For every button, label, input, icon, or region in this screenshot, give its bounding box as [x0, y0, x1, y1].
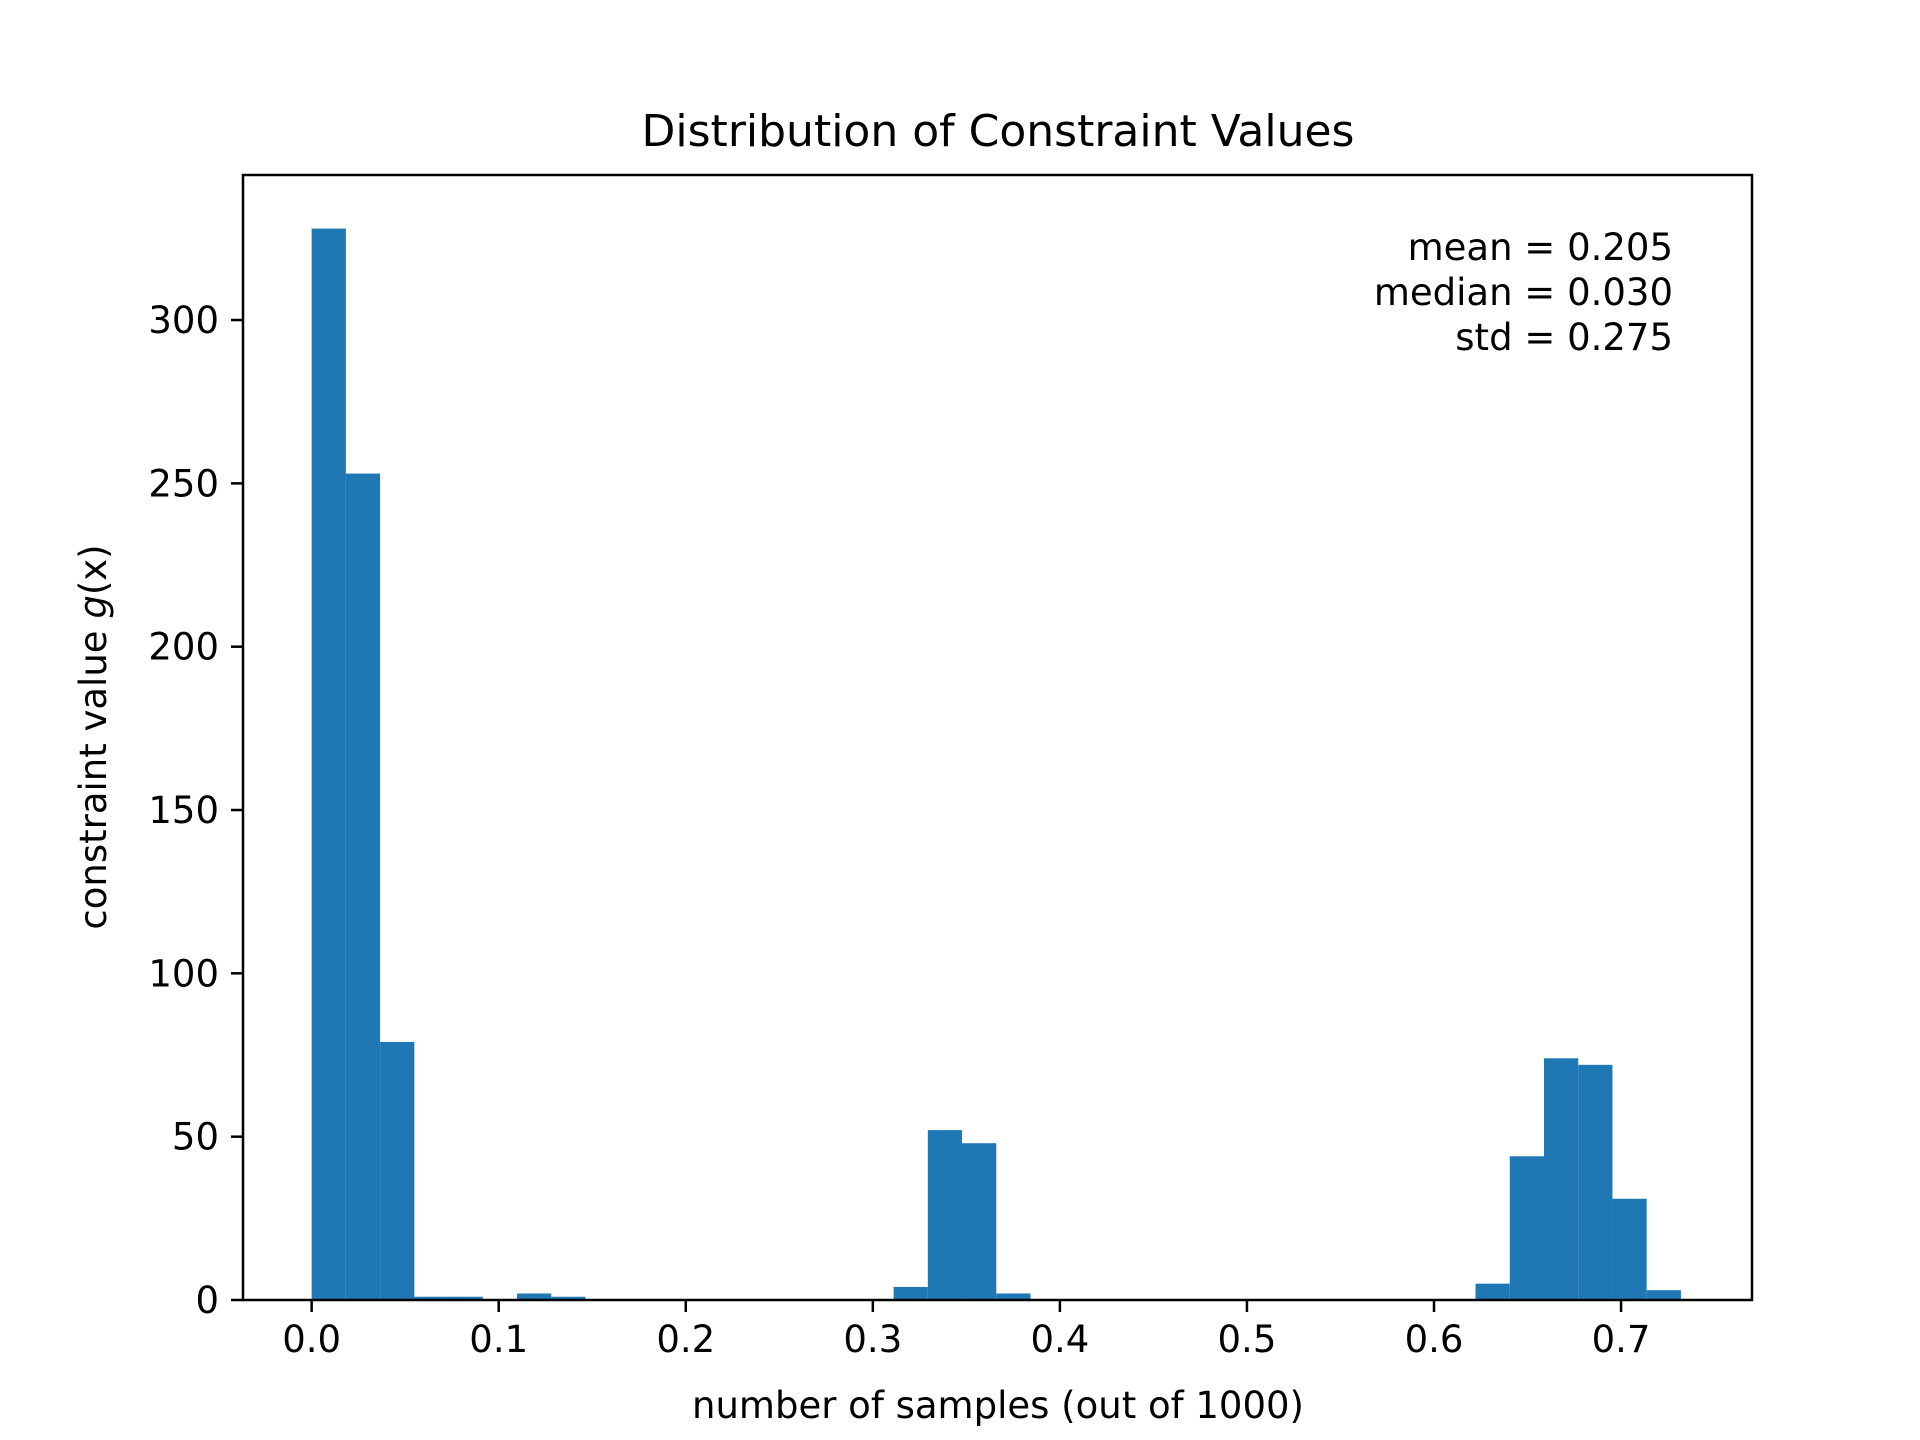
bars-group [311, 228, 1681, 1300]
histogram-bar-14 [1578, 1064, 1613, 1300]
histogram-bar-11 [1475, 1283, 1510, 1300]
y-tick-label: 200 [148, 626, 219, 669]
histogram-bar-3 [414, 1296, 449, 1300]
histogram-bar-1 [345, 473, 381, 1300]
histogram-bar-13 [1543, 1058, 1579, 1300]
histogram-bar-16 [1646, 1290, 1681, 1300]
x-tick-label: 0.0 [282, 1318, 341, 1361]
x-tick-label: 0.5 [1218, 1318, 1277, 1361]
histogram-bar-5 [517, 1293, 552, 1300]
y-axis-label: constraint value g(x) [72, 544, 115, 929]
stats-annotation-line: median = 0.030 [1374, 271, 1673, 314]
histogram-bar-10 [996, 1293, 1031, 1300]
histogram-bar-9 [962, 1143, 997, 1300]
plot-frame [241, 173, 1754, 1302]
y-tick-label: 0 [195, 1279, 219, 1322]
y-tick-label: 250 [148, 462, 219, 505]
chart-title: Distribution of Constraint Values [642, 106, 1355, 157]
stats-annotation-line: std = 0.275 [1455, 316, 1673, 359]
x-axis-label: number of samples (out of 1000) [692, 1384, 1304, 1427]
y-axis-label-suffix: (x) [72, 544, 115, 595]
x-tick-label: 0.2 [656, 1318, 715, 1361]
y-tick-label: 150 [148, 789, 219, 832]
y-tick-label: 50 [172, 1116, 219, 1159]
y-axis-label-math: g [72, 595, 115, 619]
x-axis-ticks: 0.0 0.1 0.2 0.3 0.4 0.5 0.6 0.7 [282, 1300, 1650, 1361]
x-tick-label: 0.1 [469, 1318, 528, 1361]
y-axis-label-prefix: constraint value [72, 619, 115, 930]
histogram-bar-0 [311, 228, 346, 1300]
histogram-bar-7 [893, 1286, 928, 1300]
x-tick-label: 0.7 [1592, 1318, 1651, 1361]
y-tick-label: 100 [148, 952, 219, 995]
histogram-bar-8 [927, 1130, 963, 1300]
x-tick-label: 0.4 [1030, 1318, 1089, 1361]
y-tick-label: 300 [148, 299, 219, 342]
histogram-bar-2 [380, 1041, 415, 1300]
histogram-bar-15 [1612, 1198, 1647, 1300]
histogram-bar-12 [1509, 1156, 1544, 1300]
histogram-bar-6 [551, 1296, 586, 1300]
y-axis-ticks: 0 50 100 150 200 250 300 [148, 299, 243, 1322]
stats-annotation-line: mean = 0.205 [1408, 226, 1673, 269]
x-tick-label: 0.3 [843, 1318, 902, 1361]
x-tick-label: 0.6 [1405, 1318, 1464, 1361]
histogram-bar-4 [448, 1296, 483, 1300]
